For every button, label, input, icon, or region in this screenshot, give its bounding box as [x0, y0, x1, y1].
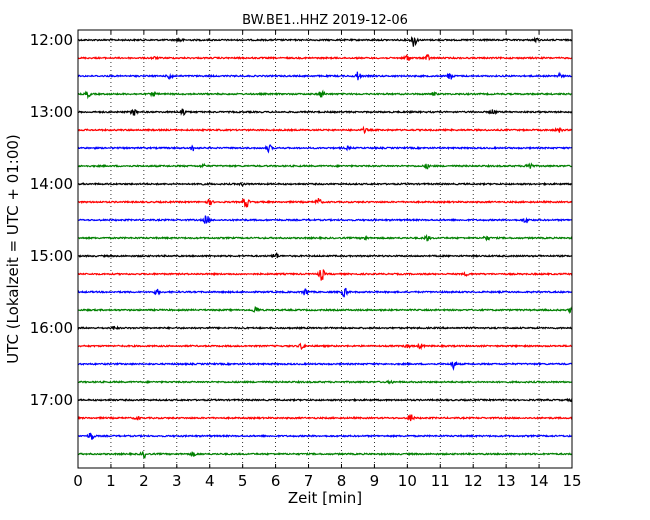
x-axis-label: Zeit [min] [288, 489, 362, 507]
trace-line [77, 397, 573, 403]
y-tick-label: 17:00 [30, 391, 73, 409]
x-tick-label: 6 [271, 472, 281, 490]
x-tick-label: 7 [304, 472, 314, 490]
trace-line [77, 181, 573, 187]
x-tick-label: 9 [370, 472, 380, 490]
x-tick-label: 5 [238, 472, 248, 490]
trace-line [77, 305, 573, 314]
trace-line [77, 162, 573, 170]
trace-line [77, 233, 573, 242]
trace-line [77, 325, 573, 331]
x-tick-label: 8 [337, 472, 347, 490]
x-tick-label: 3 [172, 472, 182, 490]
trace-line [77, 360, 573, 372]
trace-line [77, 414, 573, 422]
trace-line [77, 287, 573, 298]
x-tick-label: 15 [562, 472, 581, 490]
trace-line [77, 269, 573, 281]
trace-line [77, 89, 573, 100]
x-tick-label: 1 [106, 472, 116, 490]
trace-line [77, 144, 573, 154]
chart-title: BW.BE1..HHZ 2019-12-06 [242, 13, 408, 28]
trace-line [77, 71, 573, 81]
trace-line [77, 108, 573, 117]
trace-line [77, 342, 573, 351]
x-tick-label: 0 [73, 472, 83, 490]
y-tick-label: 13:00 [30, 103, 73, 121]
x-tick-label: 10 [398, 472, 417, 490]
trace-line [77, 379, 573, 385]
x-tick-label: 4 [205, 472, 215, 490]
trace-line [77, 36, 573, 47]
y-tick-label: 15:00 [30, 247, 73, 265]
x-tick-label: 12 [464, 472, 483, 490]
x-tick-label: 13 [497, 472, 516, 490]
trace-line [77, 198, 573, 208]
x-tick-label: 11 [431, 472, 450, 490]
trace-line [77, 215, 573, 224]
y-tick-label: 12:00 [30, 31, 73, 49]
y-axis-label: UTC (Lokalzeit = UTC + 01:00) [4, 134, 22, 364]
trace-line [77, 451, 573, 460]
x-tick-labels: 0 1 2 3 4 5 6 7 8 9 10 11 12 13 14 15 [73, 472, 581, 490]
trace-line [77, 252, 573, 259]
x-tick-label: 14 [530, 472, 549, 490]
trace-line [77, 432, 573, 440]
x-tick-label: 2 [139, 472, 149, 490]
grid-lines [110, 30, 540, 468]
y-tick-label: 16:00 [30, 319, 73, 337]
trace-line [77, 53, 573, 61]
plot-frame [77, 29, 573, 469]
y-tick-labels: 12:00 13:00 14:00 15:00 16:00 17:00 [30, 31, 73, 409]
y-tick-label: 14:00 [30, 175, 73, 193]
trace-line [77, 125, 573, 135]
traces-group [77, 36, 573, 460]
axis-ticks [77, 30, 573, 468]
